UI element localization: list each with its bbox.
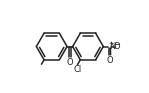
Text: O: O: [114, 42, 120, 51]
Text: O: O: [107, 56, 113, 65]
Text: −: −: [113, 40, 120, 49]
Text: O: O: [67, 58, 73, 67]
Text: Cl: Cl: [73, 65, 82, 74]
Text: N: N: [109, 42, 115, 51]
Text: +: +: [109, 41, 114, 47]
